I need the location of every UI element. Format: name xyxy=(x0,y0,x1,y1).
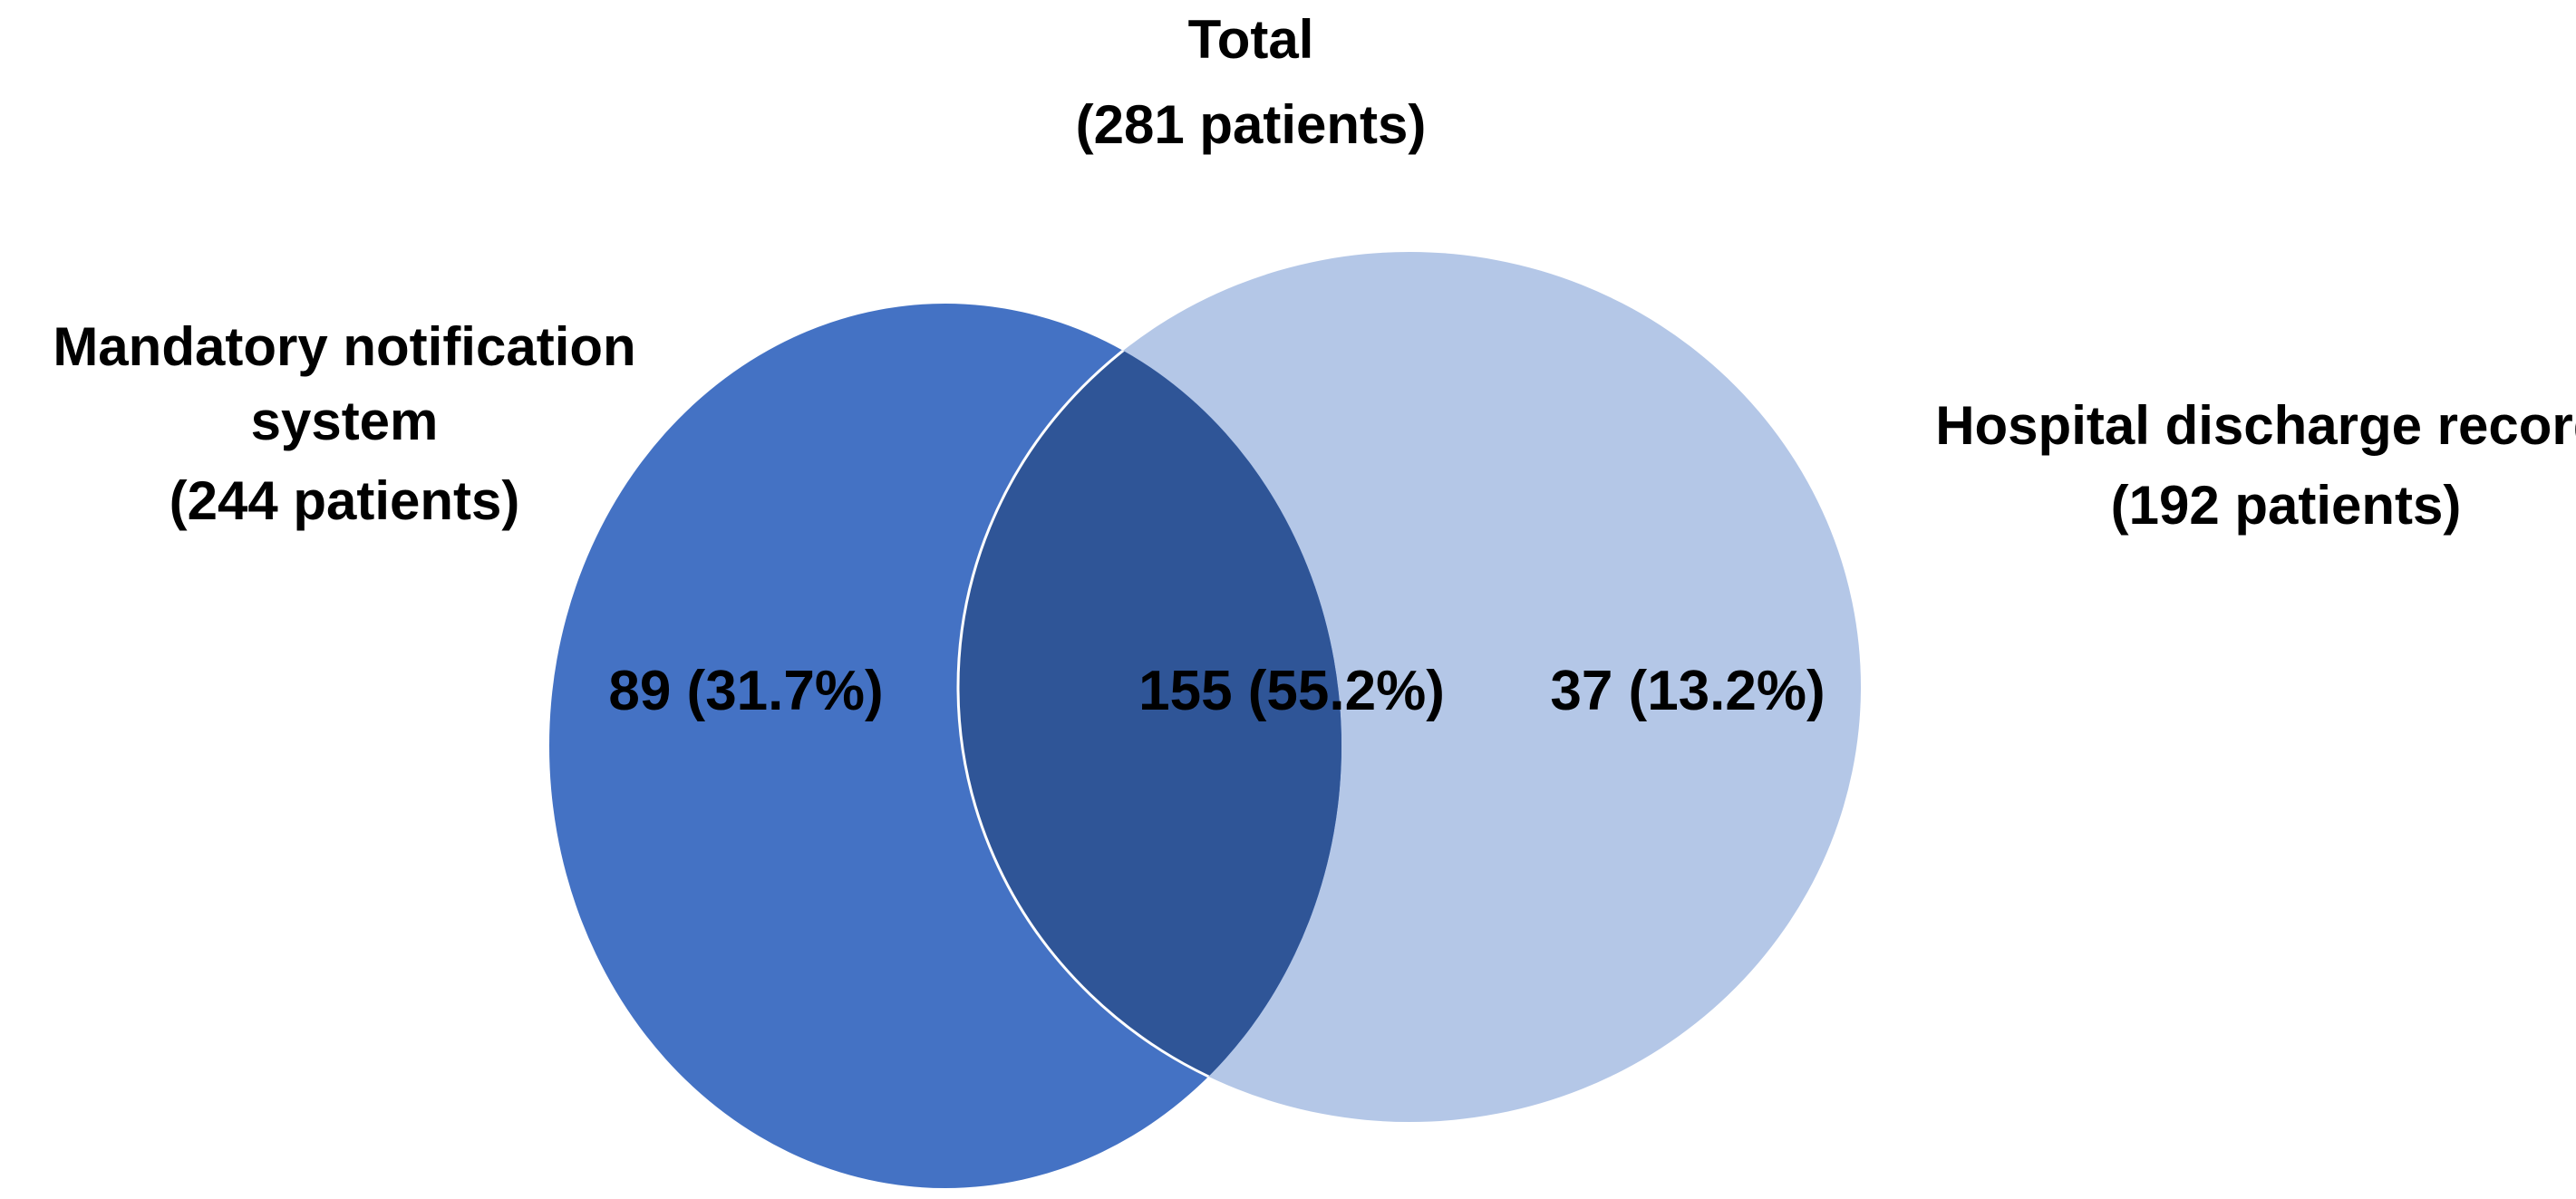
hospital-label-count: (192 patients) xyxy=(2111,475,2462,536)
mandatory-only-value: 89 (31.7%) xyxy=(608,660,883,722)
hospital-label-line-1: Hospital discharge records xyxy=(1935,395,2576,456)
hospital-only-value: 37 (13.2%) xyxy=(1550,660,1825,722)
total-count: (281 patients) xyxy=(1076,94,1427,155)
mandatory-label-line-2: system xyxy=(251,391,439,451)
overlap-value: 155 (55.2%) xyxy=(1138,660,1445,722)
mandatory-label-count: (244 patients) xyxy=(169,470,520,531)
overlap-region xyxy=(958,304,1341,1122)
overlap-outline xyxy=(956,304,1341,1124)
total-title: Total xyxy=(1188,9,1314,70)
mandatory-label-line-1: Mandatory notification xyxy=(53,316,635,377)
